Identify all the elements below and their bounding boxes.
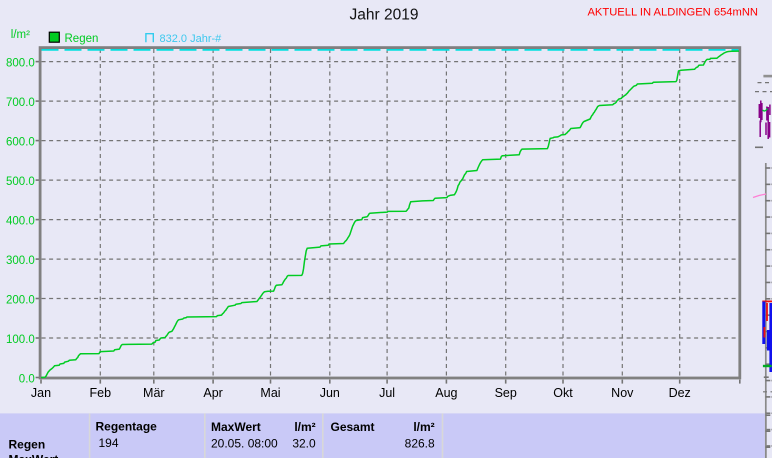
svg-text:Mai: Mai <box>260 386 280 400</box>
svg-text:Jun: Jun <box>320 386 340 400</box>
svg-text:500.0: 500.0 <box>6 176 35 188</box>
svg-text:Regen: Regen <box>65 33 99 45</box>
svg-text:200.0: 200.0 <box>6 294 35 306</box>
svg-text:Nov: Nov <box>611 386 634 400</box>
svg-text:l/m²: l/m² <box>11 29 30 41</box>
svg-text:Jul: Jul <box>379 386 395 400</box>
svg-text:194: 194 <box>99 436 119 450</box>
svg-text:100.0: 100.0 <box>6 334 35 346</box>
svg-text:Jan: Jan <box>31 386 51 400</box>
svg-text:l/m²: l/m² <box>294 420 315 434</box>
svg-text:Apr: Apr <box>203 386 222 400</box>
svg-text:800.0: 800.0 <box>6 58 35 70</box>
svg-text:32.0: 32.0 <box>292 436 316 450</box>
svg-text:Regen: Regen <box>9 437 46 451</box>
svg-text:AKTUELL IN ALDINGEN 654mNN: AKTUELL IN ALDINGEN 654mNN <box>587 6 758 18</box>
svg-text:Regentage: Regentage <box>96 419 158 433</box>
svg-text:Dez: Dez <box>669 386 691 400</box>
svg-text:l/m²: l/m² <box>413 420 434 434</box>
svg-text:Feb: Feb <box>90 386 112 400</box>
svg-text:600.0: 600.0 <box>6 137 35 149</box>
svg-text:700.0: 700.0 <box>6 97 35 109</box>
svg-text:Jahr 2019: Jahr 2019 <box>350 7 419 24</box>
svg-text:Okt: Okt <box>553 386 573 400</box>
svg-text:Gesamt: Gesamt <box>331 420 375 434</box>
svg-text:Aug: Aug <box>435 386 457 400</box>
svg-text:Sep: Sep <box>495 386 517 400</box>
svg-text:MaxWert: MaxWert <box>9 453 59 458</box>
svg-text:Mär: Mär <box>143 386 165 400</box>
svg-text:400.0: 400.0 <box>6 216 35 228</box>
svg-text:20.05. 08:00: 20.05. 08:00 <box>211 436 278 450</box>
svg-text:MaxWert: MaxWert <box>211 420 261 434</box>
svg-text:826.8: 826.8 <box>405 436 435 450</box>
svg-text:0.0: 0.0 <box>19 373 35 385</box>
svg-text:300.0: 300.0 <box>6 255 35 267</box>
svg-text:832.0 Jahr-#: 832.0 Jahr-# <box>160 33 223 45</box>
